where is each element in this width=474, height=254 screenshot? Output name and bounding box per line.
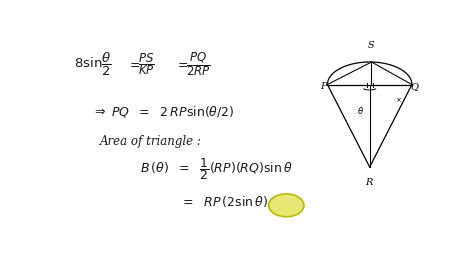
- Text: S: S: [367, 41, 374, 50]
- Text: $8\sin\!\dfrac{\theta}{2}$: $8\sin\!\dfrac{\theta}{2}$: [74, 50, 112, 77]
- Text: $=\ \ RP\,(2\sin\theta)$: $=\ \ RP\,(2\sin\theta)$: [181, 193, 268, 208]
- Text: $\dfrac{PS}{KP}$: $\dfrac{PS}{KP}$: [138, 51, 155, 76]
- Text: $=$: $=$: [175, 57, 189, 70]
- Text: $PQ\ \ =\ \ 2\,RP\sin(\theta/2)$: $PQ\ \ =\ \ 2\,RP\sin(\theta/2)$: [110, 103, 234, 118]
- Text: $\dfrac{PQ}{2RP}$: $\dfrac{PQ}{2RP}$: [186, 50, 211, 77]
- Text: $\Rightarrow$: $\Rightarrow$: [92, 104, 107, 117]
- Text: P: P: [320, 82, 326, 91]
- Text: $B\,(\theta)\ \ =\ \ \dfrac{1}{2}(RP)(RQ)\sin\theta$: $B\,(\theta)\ \ =\ \ \dfrac{1}{2}(RP)(RQ…: [140, 155, 293, 181]
- Text: Area of triangle :: Area of triangle :: [100, 135, 201, 148]
- Ellipse shape: [269, 194, 304, 217]
- Text: Q: Q: [411, 82, 419, 91]
- Text: $\theta$: $\theta$: [357, 104, 364, 115]
- Text: R: R: [365, 178, 373, 186]
- Text: $\times$: $\times$: [395, 95, 402, 104]
- Text: $=$: $=$: [127, 57, 141, 70]
